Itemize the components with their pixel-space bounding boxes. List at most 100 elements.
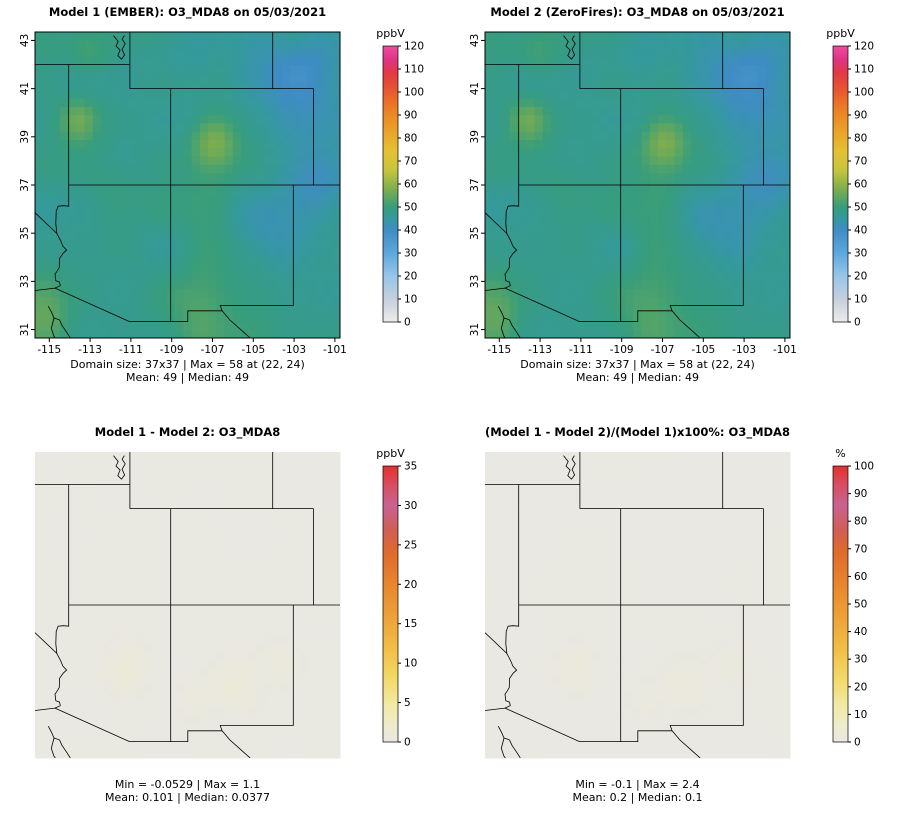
colorbar-tick-label: 10	[854, 294, 867, 306]
colorbar-tick-label: 35	[404, 461, 417, 473]
colorbar-tick-label: 20	[854, 271, 867, 283]
panel-percent-difference: (Model 1 - Model 2)/(Model 1)x100%: O3_M…	[450, 420, 900, 840]
y-tick-label: 31	[19, 323, 31, 336]
colorbar-tick-label: 70	[854, 156, 867, 168]
colorbar-tick-label: 100	[854, 461, 874, 473]
x-tick-label: -109	[160, 344, 184, 356]
map-plot-percent-difference: % 0 10 20 30 40 50 60 70 80 90 100	[485, 447, 874, 759]
map-plot-model2: -115 -113 -111 -109 -107 -105 -103 -101 31 33 35 37…	[469, 27, 874, 356]
y-tick-label: 33	[19, 275, 31, 288]
colorbar-tick-label: 40	[404, 225, 417, 237]
colorbar-tick-label: 30	[404, 248, 417, 260]
colorbar-tick-label: 50	[854, 202, 867, 214]
colorbar-tick-label: 80	[854, 516, 867, 528]
y-tick-label: 33	[469, 275, 481, 288]
panel-title: Model 1 - Model 2: O3_MDA8	[94, 425, 281, 439]
colorbar-tick-label: 80	[404, 133, 417, 145]
caption-line-1: Min = -0.1 | Max = 2.4	[575, 778, 700, 791]
colorbar-tick-label: 120	[854, 41, 874, 53]
panel-title: Model 2 (ZeroFires): O3_MDA8 on 05/03/20…	[490, 5, 785, 19]
colorbar-tick-label: 30	[854, 654, 867, 666]
x-tick-label: -113	[528, 344, 552, 356]
colorbar-tick-label: 50	[404, 202, 417, 214]
colorbar-tick-label: 120	[404, 41, 424, 53]
panel-title: (Model 1 - Model 2)/(Model 1)x100%: O3_M…	[485, 425, 790, 439]
colorbar-tick-label: 20	[404, 579, 417, 591]
colorbar-tick-label: 20	[404, 271, 417, 283]
state-borders	[485, 32, 790, 338]
caption-line-1: Domain size: 37x37 | Max = 58 at (22, 24…	[70, 358, 305, 371]
x-tick-label: -105	[691, 344, 715, 356]
panel-model2: Model 2 (ZeroFires): O3_MDA8 on 05/03/20…	[450, 0, 900, 420]
x-tick-label: -111	[119, 344, 143, 356]
colorbar-tick-label: 10	[404, 294, 417, 306]
panel-caption: Domain size: 37x37 | Max = 58 at (22, 24…	[450, 358, 825, 384]
panel-caption: Min = -0.0529 | Max = 1.1 Mean: 0.101 | …	[0, 778, 375, 804]
caption-line-1: Domain size: 37x37 | Max = 58 at (22, 24…	[520, 358, 755, 371]
caption-line-2: Mean: 49 | Median: 49	[575, 371, 700, 384]
panel-caption: Domain size: 37x37 | Max = 58 at (22, 24…	[0, 358, 375, 384]
x-tick-label: -103	[282, 344, 306, 356]
caption-line-1: Min = -0.0529 | Max = 1.1	[114, 778, 261, 791]
x-tick-label: -101	[323, 344, 347, 356]
state-borders	[35, 452, 340, 758]
colorbar-tick-label: 40	[854, 225, 867, 237]
colorbar: % 0 10 20 30 40 50 60 70 80 90 100	[832, 447, 874, 749]
y-tick-label: 37	[19, 178, 31, 191]
x-tick-label: -113	[78, 344, 102, 356]
colorbar: ppbV 0 10 20 30 40 50 60 70 80 90 100 110 120	[376, 27, 424, 329]
colorbar-tick-label: 110	[404, 64, 424, 76]
colorbar-title: %	[835, 447, 845, 460]
colorbar-tick-label: 0	[404, 317, 411, 329]
colorbar-tick-label: 70	[854, 543, 867, 555]
y-tick-label: 43	[469, 34, 481, 47]
colorbar-tick-label: 100	[404, 87, 424, 99]
colorbar-tick-label: 30	[404, 500, 417, 512]
x-tick-label: -105	[241, 344, 265, 356]
colorbar: ppbV 0 5 10 15 20 25 30 35	[376, 447, 417, 749]
colorbar-tick-label: 60	[854, 571, 867, 583]
axes: -115 -113 -111 -109 -107 -105 -103 -101 31 33 35 37…	[469, 31, 797, 356]
x-tick-label: -115	[487, 344, 511, 356]
map-plot-difference: ppbV 0 5 10 15 20 25 30 35	[35, 447, 417, 759]
colorbar: ppbV 0 10 20 30 40 50 60 70 80 90 100 110 120	[826, 27, 874, 329]
colorbar-tick-label: 0	[854, 737, 861, 749]
panel-model1: Model 1 (EMBER): O3_MDA8 on 05/03/2021 -…	[0, 0, 450, 420]
x-tick-label: -107	[201, 344, 225, 356]
colorbar-title: ppbV	[376, 447, 405, 460]
colorbar-tick-label: 15	[404, 618, 417, 630]
y-tick-label: 31	[469, 323, 481, 336]
y-tick-label: 39	[19, 130, 31, 143]
colorbar-tick-label: 60	[854, 179, 867, 191]
x-tick-label: -111	[569, 344, 593, 356]
colorbar-tick-label: 90	[854, 488, 867, 500]
caption-line-2: Mean: 49 | Median: 49	[125, 371, 250, 384]
colorbar-tick-label: 40	[854, 626, 867, 638]
y-tick-label: 41	[19, 82, 31, 95]
colorbar-tick-label: 50	[854, 599, 867, 611]
colorbar-tick-label: 110	[854, 64, 874, 76]
y-tick-label: 39	[469, 130, 481, 143]
colorbar-title: ppbV	[826, 27, 855, 40]
colorbar-tick-label: 30	[854, 248, 867, 260]
map-plot-model1: -115 -113 -111 -109 -107 -105 -103 -101 31 33 35 37…	[19, 27, 424, 356]
colorbar-tick-label: 20	[854, 681, 867, 693]
colorbar-tick-label: 90	[404, 110, 417, 122]
y-tick-label: 37	[469, 178, 481, 191]
x-tick-label: -109	[610, 344, 634, 356]
colorbar-tick-label: 10	[854, 709, 867, 721]
colorbar-tick-label: 90	[854, 110, 867, 122]
panel-caption: Min = -0.1 | Max = 2.4 Mean: 0.2 | Media…	[450, 778, 825, 804]
y-tick-label: 41	[469, 82, 481, 95]
colorbar-tick-label: 60	[404, 179, 417, 191]
panel-title: Model 1 (EMBER): O3_MDA8 on 05/03/2021	[48, 5, 327, 19]
caption-line-2: Mean: 0.2 | Median: 0.1	[572, 791, 703, 804]
panel-difference: Model 1 - Model 2: O3_MDA8 ppbV 0 5 10 15 20 2…	[0, 420, 450, 840]
y-tick-label: 35	[19, 227, 31, 240]
colorbar-tick-label: 70	[404, 156, 417, 168]
x-tick-label: -107	[651, 344, 675, 356]
colorbar-tick-label: 25	[404, 539, 417, 551]
colorbar-tick-label: 10	[404, 658, 417, 670]
caption-line-2: Mean: 0.101 | Median: 0.0377	[104, 791, 271, 804]
